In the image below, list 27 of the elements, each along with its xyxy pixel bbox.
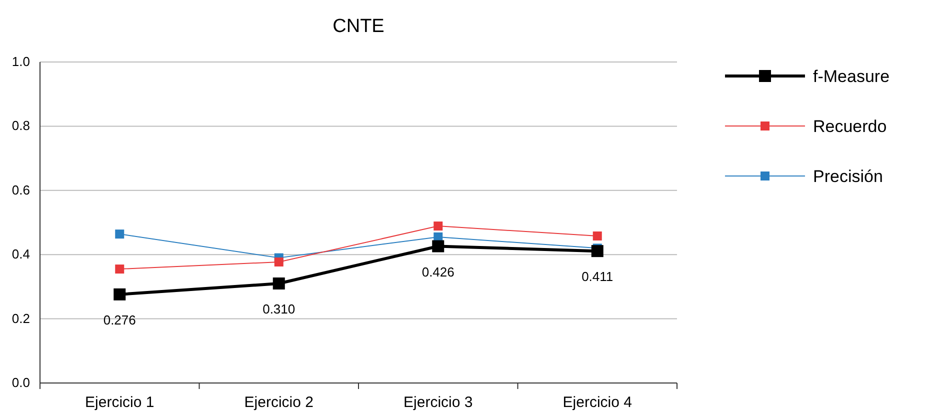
point: [592, 231, 602, 240]
legend-label: f-Measure: [813, 67, 890, 86]
x-tick-label: Ejercicio 1: [85, 394, 154, 411]
data-label: 0.310: [262, 301, 296, 316]
point: [432, 240, 444, 252]
point: [115, 230, 124, 239]
y-tick-label: 0.2: [12, 310, 30, 326]
y-tick-label: 1.0: [12, 54, 30, 69]
y-tick-label: 0.0: [12, 375, 30, 390]
data-label: 0.426: [422, 264, 454, 280]
point: [272, 277, 285, 290]
data-label: 0.411: [582, 269, 614, 284]
legend-label: Recuerdo: [813, 117, 887, 136]
point: [115, 264, 124, 274]
point: [591, 245, 604, 258]
x-tick-label: Ejercicio 4: [562, 394, 632, 411]
chart-title: CNTE: [332, 16, 384, 37]
legend-label: Precisión: [813, 167, 883, 186]
point: [434, 222, 443, 231]
data-label: 0.276: [103, 312, 136, 328]
y-tick-label: 0.8: [12, 118, 30, 134]
y-tick-label: 0.4: [12, 246, 30, 262]
x-tick-label: Ejercicio 2: [244, 394, 314, 411]
x-tick-label: Ejercicio 3: [404, 394, 473, 411]
y-tick-label: 0.6: [12, 182, 30, 198]
point: [114, 288, 126, 300]
point: [274, 257, 284, 266]
